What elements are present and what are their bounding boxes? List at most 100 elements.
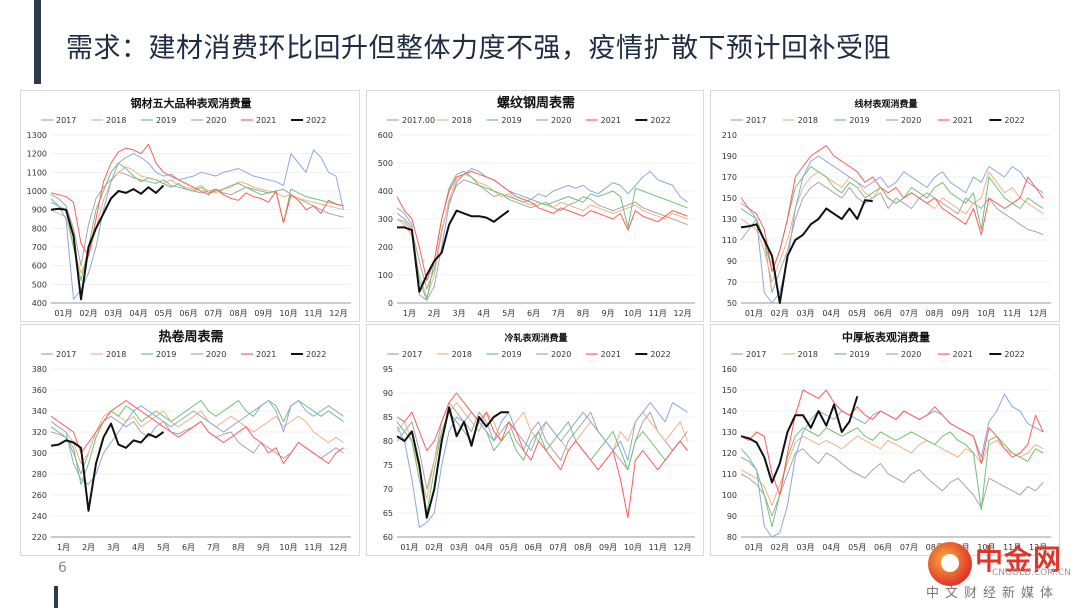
x-tick-label: 04月	[822, 543, 840, 552]
x-tick-label: 8月	[577, 309, 590, 318]
series-line-2020	[396, 168, 688, 301]
legend-label: 2017	[746, 350, 766, 359]
x-tick-label: 7月	[552, 309, 565, 318]
x-tick-label: 1月	[57, 543, 70, 552]
x-tick-label: 10月	[624, 543, 642, 552]
series-line-2022	[397, 209, 510, 293]
y-tick-label: 1000	[27, 187, 47, 196]
chart-panel-steel-five: 钢材五大品种表观消费量 2017 2018 2019 2020 2021 2022 400 50…	[20, 90, 360, 322]
x-tick-label: 04月	[822, 309, 840, 318]
legend-label: 2022	[650, 350, 670, 359]
x-tick-label: 5月	[502, 309, 515, 318]
series-line-2022	[50, 422, 165, 512]
legend-label: 2019	[156, 116, 176, 125]
y-tick-label: 80	[727, 533, 737, 542]
y-tick-label: 130	[722, 428, 737, 437]
y-tick-label: 150	[722, 386, 737, 395]
y-tick-label: 380	[32, 365, 47, 374]
y-tick-label: 110	[722, 236, 737, 245]
x-tick-label: 4月	[132, 543, 145, 552]
x-tick-label: 01月	[745, 309, 763, 318]
chart-panel-hot-coil: 热卷周表需 2017 2018 2019 2020 2021 2022 220 240 260 28…	[20, 324, 360, 556]
page-number: 6	[58, 560, 67, 576]
x-tick-label: 9月	[602, 309, 615, 318]
x-tick-label: 01月	[400, 543, 418, 552]
watermark-slogan: 中文财经新媒体	[926, 586, 1060, 601]
x-tick-label: 06月	[179, 309, 197, 318]
y-tick-label: 1100	[27, 168, 47, 177]
x-tick-label: 5月	[157, 543, 170, 552]
y-tick-label: 70	[383, 485, 393, 494]
series-line-2017	[396, 179, 688, 290]
y-tick-label: 85	[383, 413, 393, 422]
y-tick-label: 220	[32, 533, 47, 542]
x-tick-label: 08月	[574, 543, 592, 552]
chart-title: 线材表观消费量	[854, 98, 917, 110]
y-tick-label: 400	[378, 187, 393, 196]
x-tick-label: 07月	[549, 543, 567, 552]
x-tick-label: 12月	[1029, 309, 1047, 318]
y-tick-label: 140	[722, 407, 737, 416]
x-tick-label: 12月	[329, 543, 347, 552]
y-tick-label: 600	[32, 262, 47, 271]
x-tick-label: 11月	[304, 543, 322, 552]
legend-label: 2022	[650, 116, 670, 125]
x-tick-label: 08月	[926, 309, 944, 318]
y-tick-label: 260	[32, 491, 47, 500]
x-tick-label: 10月	[624, 309, 642, 318]
x-tick-label: 09月	[951, 309, 969, 318]
x-tick-label: 02月	[425, 543, 443, 552]
series-line-2021	[396, 170, 688, 282]
legend-label: 2019	[849, 116, 869, 125]
x-tick-label: 11月	[649, 543, 667, 552]
legend-label: 2017.00	[402, 116, 435, 125]
legend-label: 2018	[798, 350, 818, 359]
y-tick-label: 60	[383, 533, 393, 542]
x-tick-label: 03月	[450, 543, 468, 552]
x-tick-label: 03月	[796, 543, 814, 552]
x-tick-label: 11月	[649, 309, 667, 318]
y-tick-label: 150	[722, 194, 737, 203]
series-line-2018	[740, 435, 1044, 506]
series-line-2021	[50, 143, 344, 257]
y-tick-label: 900	[32, 206, 47, 215]
y-tick-label: 90	[383, 389, 393, 398]
legend-label: 2020	[551, 116, 571, 125]
y-tick-label: 400	[32, 299, 47, 308]
x-tick-label: 05月	[154, 309, 172, 318]
x-tick-label: 05月	[500, 543, 518, 552]
y-tick-label: 1300	[27, 131, 47, 140]
x-tick-label: 04月	[129, 309, 147, 318]
x-tick-label: 12月	[673, 309, 691, 318]
x-tick-label: 11月	[1003, 309, 1021, 318]
x-tick-label: 07月	[204, 309, 222, 318]
legend-label: 2020	[206, 116, 226, 125]
chart-svg-hot-coil: 热卷周表需 2017 2018 2019 2020 2021 2022 220 240 260 28…	[32, 329, 351, 552]
y-tick-label: 90	[727, 257, 737, 266]
x-tick-label: 05月	[848, 543, 866, 552]
legend-label: 2020	[206, 350, 226, 359]
y-tick-label: 500	[378, 159, 393, 168]
legend-label: 2018	[798, 116, 818, 125]
legend-label: 2017	[56, 116, 76, 125]
y-tick-label: 340	[32, 407, 47, 416]
y-tick-label: 90	[727, 512, 737, 521]
series-line-2019	[740, 166, 1044, 272]
x-tick-label: 11月	[1003, 543, 1021, 552]
series-line-2019	[740, 427, 1044, 527]
legend-label: 2022	[1004, 350, 1024, 359]
series-line-2022	[50, 184, 165, 301]
x-tick-label: 10月	[977, 543, 995, 552]
y-tick-label: 110	[722, 470, 737, 479]
x-tick-label: 08月	[229, 309, 247, 318]
legend-label: 2022	[306, 116, 326, 125]
x-tick-label: 02月	[771, 543, 789, 552]
series-line-2021	[740, 389, 1044, 496]
x-tick-label: 2月	[82, 543, 95, 552]
y-tick-label: 80	[383, 437, 393, 446]
chart-panel-wire-rod: 线材表观消费量 2017 2018 2019 2020 2021 2022 50 70 90 110…	[710, 90, 1060, 322]
chart-title: 钢材五大品种表观消费量	[131, 96, 252, 110]
y-tick-label: 300	[32, 449, 47, 458]
x-tick-label: 06月	[524, 543, 542, 552]
chart-panel-rebar: 螺纹钢周表需 2017.00 2018 2019 2020 2021 2022 0 100 200…	[366, 90, 704, 322]
